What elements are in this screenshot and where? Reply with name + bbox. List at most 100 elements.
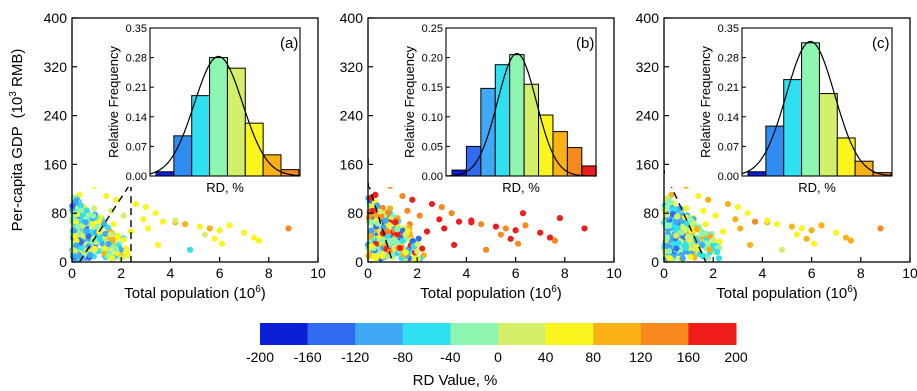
scatter-point: [793, 231, 800, 238]
dashed-boundary: [78, 180, 132, 263]
inset-frame: [445, 27, 597, 177]
scatter-point: [94, 223, 101, 230]
y-tick-label: 240: [44, 108, 68, 124]
colorbar-label: RD Value, %: [413, 372, 498, 389]
scatter-point: [699, 241, 706, 249]
histogram-bar: [538, 114, 554, 177]
scatter-point: [379, 237, 386, 244]
colorbar: -200 -160 -120 -80 -40 0 40 80 120 160 200: [246, 323, 748, 365]
scatter-point: [87, 251, 94, 258]
scatter-point: [702, 221, 709, 228]
histogram-bar: [552, 131, 568, 177]
scatter-point: [123, 251, 130, 259]
scatter-point: [414, 241, 421, 248]
scatter-point: [376, 208, 384, 215]
scatter-point: [96, 236, 104, 243]
fitted-curve: [149, 55, 301, 177]
x-tick-label: 4: [463, 265, 471, 281]
scatter-point: [414, 248, 421, 255]
inset-y-tick-label: 0.25: [422, 23, 443, 35]
x-axis-label: Total population (106): [716, 284, 858, 302]
scatter-point: [808, 227, 815, 234]
scatter-point: [764, 217, 771, 224]
inset-y-tick-label: 0.21: [718, 82, 739, 94]
scatter-point: [104, 224, 111, 231]
scatter-point: [715, 255, 723, 262]
inset-y-tick-label: 0.28: [718, 53, 739, 65]
scatter-point: [75, 223, 82, 230]
scatter-point: [367, 233, 374, 240]
scatter-point: [387, 239, 395, 247]
scatter-point: [877, 225, 884, 232]
colorbar-tick-label: 120: [629, 349, 653, 365]
scatter-point: [399, 193, 406, 200]
histogram-bar: [566, 147, 583, 177]
scatter-point: [451, 241, 458, 249]
colorbar-segment: [307, 323, 356, 345]
scatter-point: [674, 213, 681, 220]
scatter-point: [423, 228, 431, 235]
colorbar-tick-label: -200: [246, 349, 274, 365]
scatter-point: [695, 193, 702, 200]
scatter-point: [218, 240, 226, 247]
inset-y-tick-label: 0.05: [422, 141, 443, 153]
scatter-point: [678, 229, 686, 236]
inset-y-label: Relative Frequency: [402, 46, 417, 158]
x-tick-label: 8: [857, 265, 865, 281]
scatter-point: [159, 218, 167, 225]
x-tick-label: 8: [561, 265, 569, 281]
x-tick-label: 6: [512, 265, 520, 281]
scatter-point: [196, 223, 204, 230]
x-tick-label: 6: [216, 265, 224, 281]
scatter-point: [818, 222, 825, 229]
colorbar-segment: [402, 323, 451, 345]
x-tick-label: 4: [167, 265, 175, 281]
scatter-point: [91, 205, 98, 212]
scatter-point: [537, 229, 544, 236]
scatter-point: [774, 221, 781, 228]
histogram-bar: [191, 95, 211, 177]
inset-y-tick-label: 0.14: [718, 112, 739, 124]
scatter-point: [409, 238, 416, 245]
scatter-point: [409, 196, 416, 203]
scatter-point: [83, 207, 90, 214]
scatter-point: [142, 204, 149, 211]
scatter-point: [684, 234, 691, 241]
y-tick-label: 400: [340, 10, 364, 26]
scatter-point: [382, 217, 389, 224]
scatter-point: [108, 207, 115, 214]
x-tick-label: 4: [759, 265, 767, 281]
scatter-point: [140, 216, 147, 223]
y-tick-label: 240: [340, 108, 364, 124]
histogram-bar: [509, 54, 525, 177]
x-axis-label-post: ): [261, 285, 266, 302]
scatter-point: [519, 210, 527, 217]
inset-x-label: RD, %: [206, 180, 244, 195]
scatter-point: [396, 244, 404, 252]
x-axis-label-exp: 6: [255, 284, 261, 295]
scatter-point: [687, 217, 694, 224]
colorbar-segment: [640, 323, 689, 345]
colorbar-segment: [355, 323, 404, 345]
scatter-point: [436, 216, 443, 223]
scatter-point: [664, 203, 671, 210]
scatter-point: [211, 235, 218, 242]
scatter-point: [379, 253, 386, 260]
y-tick-label: 160: [44, 156, 68, 172]
inset-y-label: Relative Frequency: [106, 46, 121, 158]
scatter-point: [507, 235, 514, 242]
y-tick-label: 80: [347, 205, 363, 221]
colorbar-segment: [688, 323, 737, 345]
scatter-point: [255, 237, 263, 244]
scatter-point: [103, 193, 110, 200]
histogram-bar: [209, 57, 228, 177]
scatter-point: [89, 212, 97, 219]
scatter-point: [385, 209, 392, 216]
scatter-point: [393, 239, 400, 246]
scatter-point: [663, 234, 671, 241]
x-tick-label: 2: [413, 265, 421, 281]
scatter-point: [778, 246, 786, 253]
